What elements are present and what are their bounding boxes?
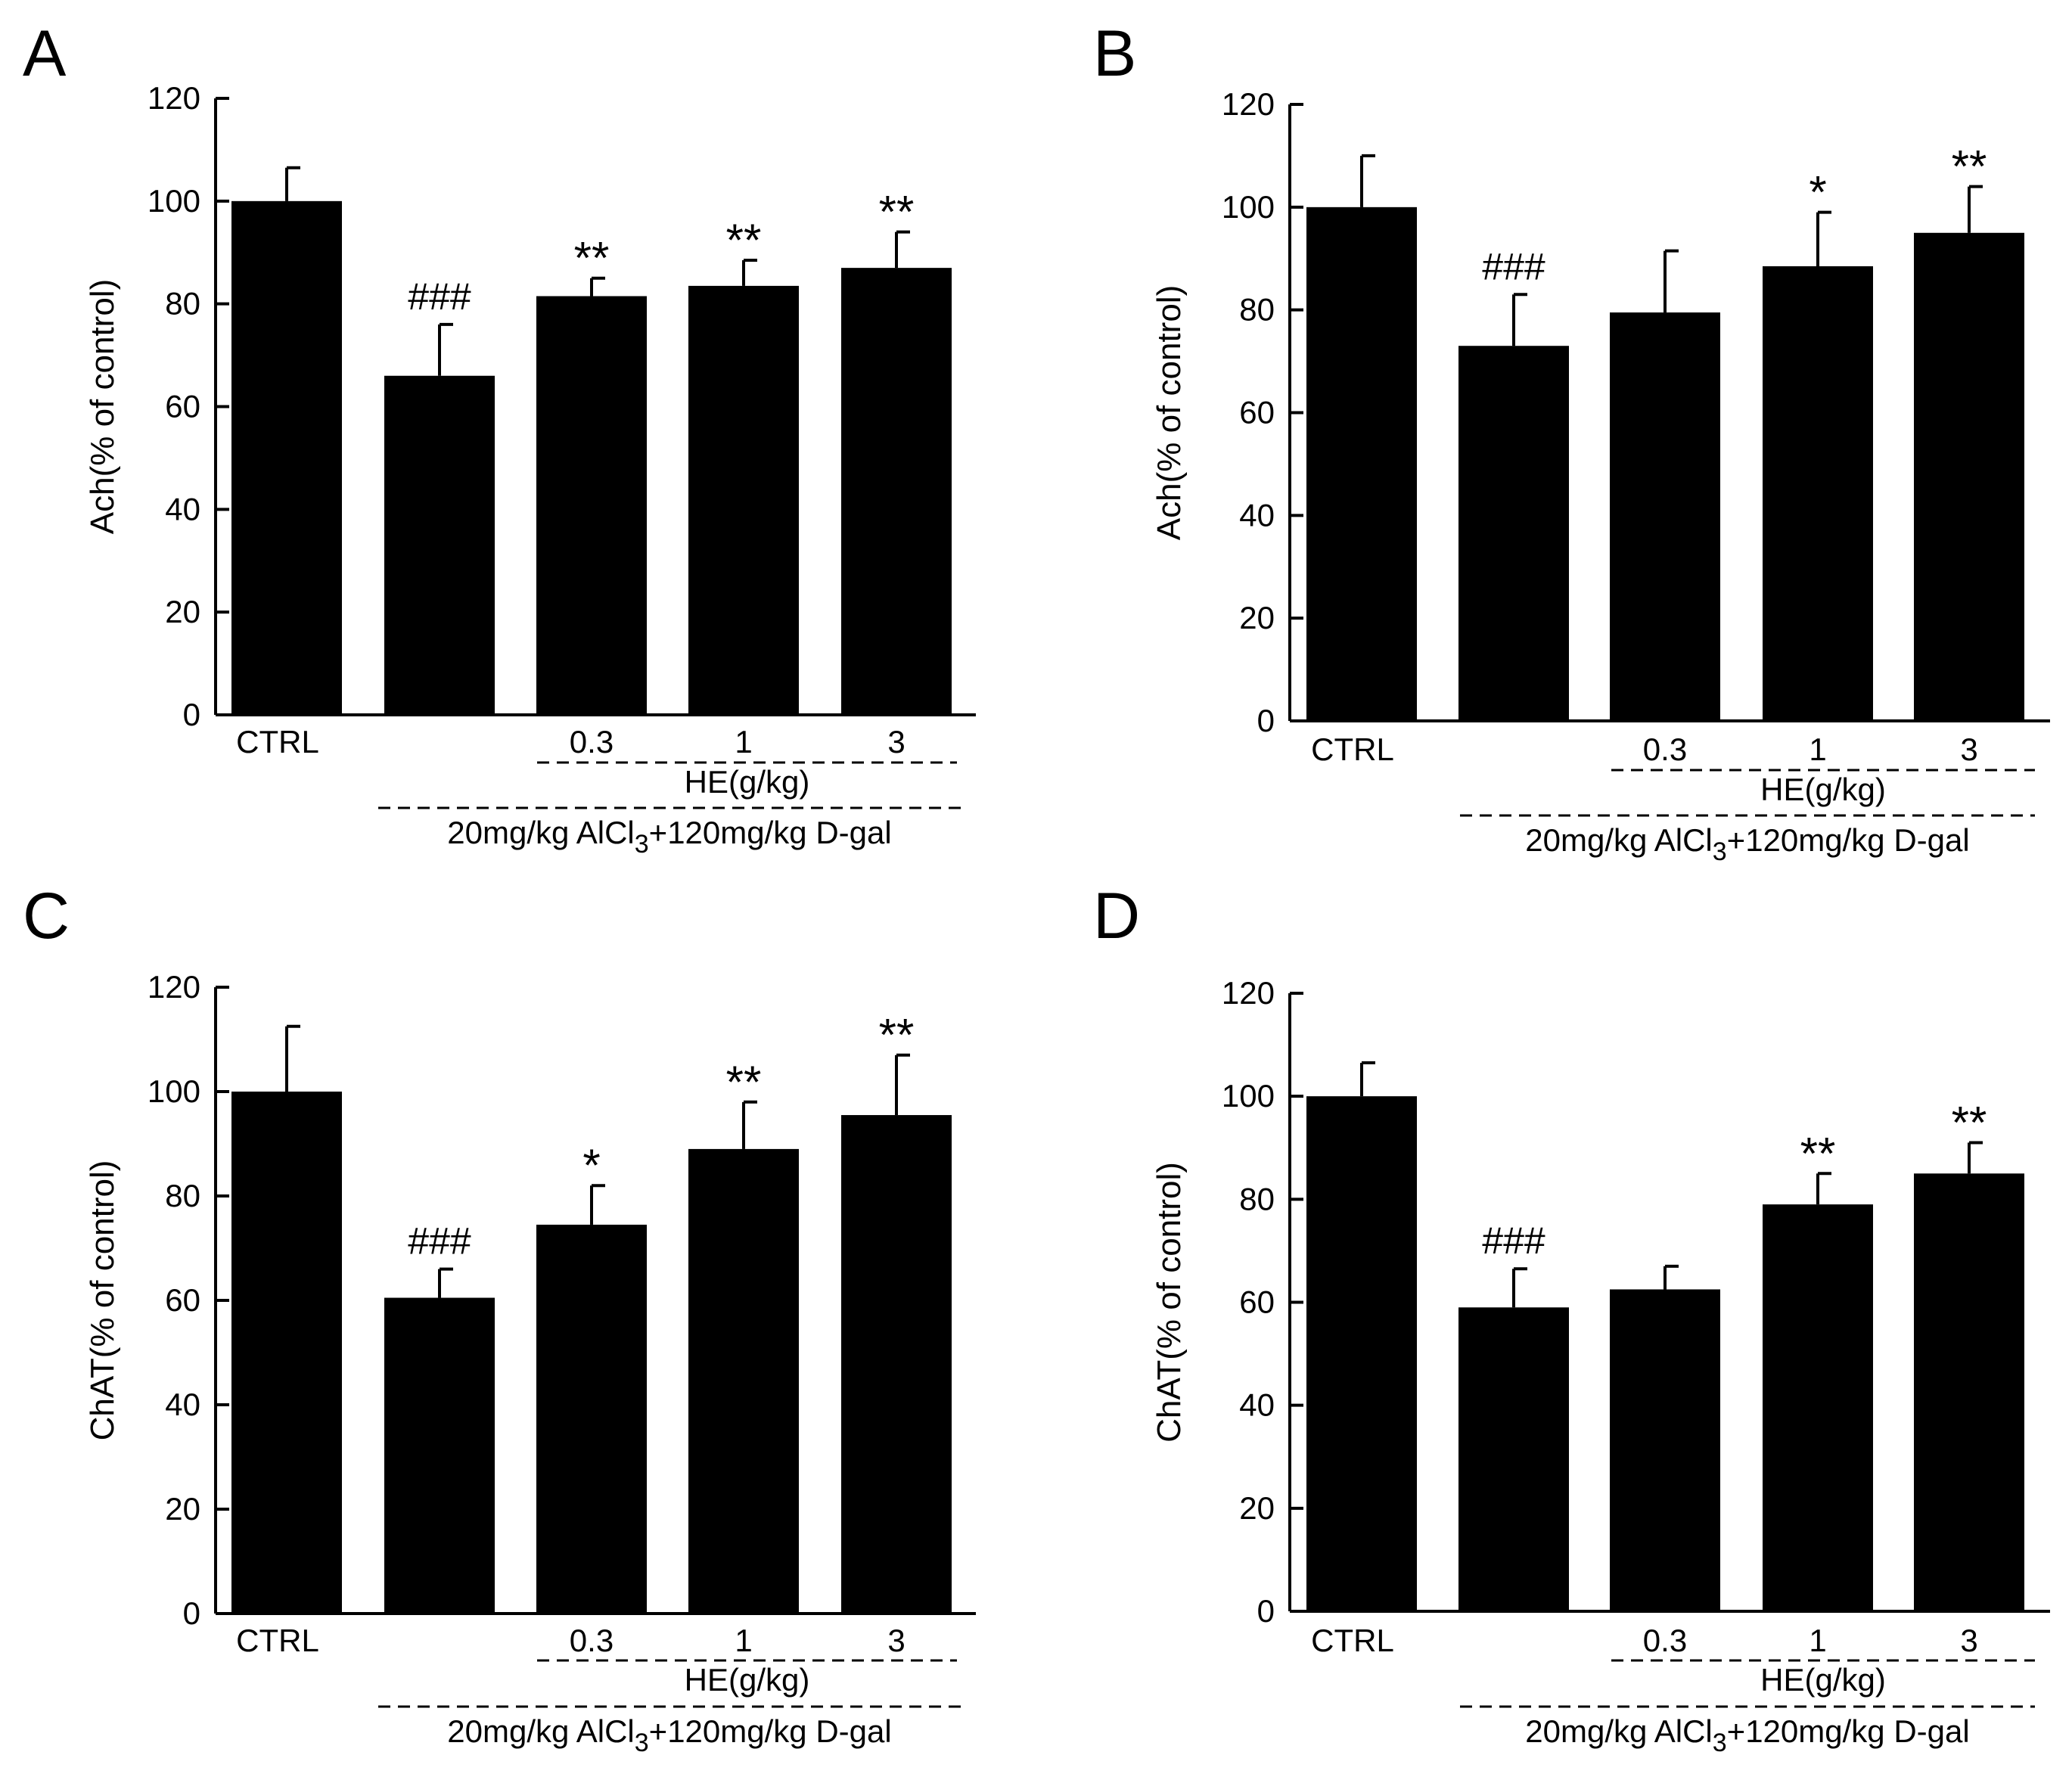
y-tick-label: 20 (1239, 1490, 1275, 1526)
bar (688, 1148, 799, 1614)
bar (1914, 1173, 2024, 1611)
panel-label: B (1093, 17, 1136, 90)
significance-label: ### (408, 275, 471, 318)
significance-label: * (582, 1140, 600, 1191)
y-tick-label: 100 (148, 1073, 200, 1109)
significance-label: ** (879, 1010, 915, 1061)
x-tick-label: 1 (735, 724, 752, 759)
he-group-label: HE(g/kg) (685, 764, 810, 800)
x-tick-label: 3 (1960, 1623, 1977, 1658)
panel-a: A 0 20 40 60 80 100 120 Ach(% of control) CTRL ###… (23, 17, 976, 859)
bar (841, 268, 952, 715)
bar (536, 296, 647, 716)
he-group-label: HE(g/kg) (685, 1662, 810, 1698)
bar (231, 200, 342, 715)
x-tick-label: CTRL (1311, 1623, 1394, 1658)
y-tick-label: 40 (165, 1387, 200, 1422)
x-tick-label: CTRL (236, 1623, 319, 1658)
bar (1610, 1289, 1720, 1611)
bar (688, 285, 799, 715)
y-tick-label: 80 (1239, 1181, 1275, 1216)
significance-label: ** (726, 215, 762, 266)
y-tick-label: 120 (148, 80, 200, 116)
bar (1458, 1307, 1569, 1611)
x-tick-label: 1 (735, 1623, 752, 1658)
significance-label: ** (1952, 1097, 1987, 1148)
x-tick-label: 1 (1809, 1623, 1826, 1658)
y-tick-label: 120 (148, 969, 200, 1005)
panel-label: A (23, 17, 67, 90)
bar (1610, 312, 1720, 721)
significance-label: ### (1482, 245, 1545, 287)
y-tick-label: 40 (165, 491, 200, 527)
y-axis-label: Ach(% of control) (84, 279, 121, 534)
y-tick-label: 100 (1222, 1078, 1275, 1114)
y-tick-label: 0 (1257, 703, 1275, 738)
x-tick-label: 0.3 (570, 724, 614, 759)
y-tick-label: 60 (165, 1282, 200, 1318)
model-group-label: 20mg/kg AlCl3+120mg/kg D-gal (447, 1713, 891, 1757)
bar (1306, 1096, 1417, 1611)
y-tick-label: 100 (148, 183, 200, 219)
x-tick-label: 1 (1809, 732, 1826, 767)
y-tick-label: 20 (165, 594, 200, 629)
x-tick-label: 3 (887, 724, 905, 759)
bar (1458, 346, 1569, 721)
bar (384, 1297, 495, 1614)
x-tick-label: 3 (1960, 732, 1977, 767)
bar (841, 1115, 952, 1614)
significance-label: ** (1952, 141, 1987, 192)
y-tick-label: 120 (1222, 86, 1275, 122)
panel-b: B 0 20 40 60 80 100 120 Ach(% of control) CTRL ###… (1093, 17, 2050, 866)
x-tick-label: 3 (887, 1623, 905, 1658)
bar (1763, 266, 1873, 721)
significance-label: ### (408, 1220, 471, 1263)
y-tick-label: 0 (1257, 1593, 1275, 1629)
x-tick-label: 0.3 (1643, 1623, 1687, 1658)
y-axis-label: ChAT(% of control) (1151, 1162, 1188, 1443)
significance-label: ** (1800, 1128, 1836, 1179)
significance-label: ** (879, 187, 915, 238)
y-axis-label: ChAT(% of control) (84, 1160, 121, 1441)
significance-label: ### (1482, 1219, 1545, 1262)
bar (231, 1092, 342, 1614)
significance-label: ** (726, 1057, 762, 1107)
he-group-label: HE(g/kg) (1760, 1662, 1886, 1698)
x-tick-label: CTRL (1311, 732, 1394, 767)
panel-d: D 0 20 40 60 80 100 120 ChAT(% of control) CTRL ##… (1093, 880, 2050, 1757)
y-tick-label: 60 (165, 389, 200, 424)
model-group-label: 20mg/kg AlCl3+120mg/kg D-gal (1525, 822, 1969, 866)
panel-label: C (23, 880, 70, 952)
y-tick-label: 20 (1239, 600, 1275, 635)
x-tick-label: 0.3 (570, 1623, 614, 1658)
y-tick-label: 0 (183, 697, 200, 732)
panel-c: C 0 20 40 60 80 100 120 ChAT(% of control) CTRL ##… (23, 880, 976, 1757)
model-group-label: 20mg/kg AlCl3+120mg/kg D-gal (447, 815, 891, 859)
y-tick-label: 80 (165, 1178, 200, 1213)
y-tick-label: 20 (165, 1491, 200, 1527)
y-tick-label: 60 (1239, 1284, 1275, 1320)
y-tick-label: 40 (1239, 497, 1275, 533)
bar (1914, 232, 2024, 722)
y-tick-label: 0 (183, 1595, 200, 1631)
y-axis-label: Ach(% of control) (1151, 285, 1188, 540)
model-group-label: 20mg/kg AlCl3+120mg/kg D-gal (1525, 1713, 1969, 1757)
y-tick-label: 120 (1222, 975, 1275, 1011)
significance-label: * (1809, 167, 1826, 218)
x-tick-label: CTRL (236, 724, 319, 759)
y-tick-label: 80 (165, 286, 200, 321)
significance-label: ** (574, 233, 610, 284)
y-tick-label: 80 (1239, 292, 1275, 328)
y-tick-label: 40 (1239, 1387, 1275, 1423)
bar (536, 1224, 647, 1614)
he-group-label: HE(g/kg) (1760, 772, 1886, 807)
y-tick-label: 60 (1239, 395, 1275, 430)
x-tick-label: 0.3 (1643, 732, 1687, 767)
bar (1763, 1204, 1873, 1611)
panel-label: D (1093, 880, 1140, 952)
y-tick-label: 100 (1222, 189, 1275, 225)
bar (384, 375, 495, 715)
bar (1306, 207, 1417, 721)
